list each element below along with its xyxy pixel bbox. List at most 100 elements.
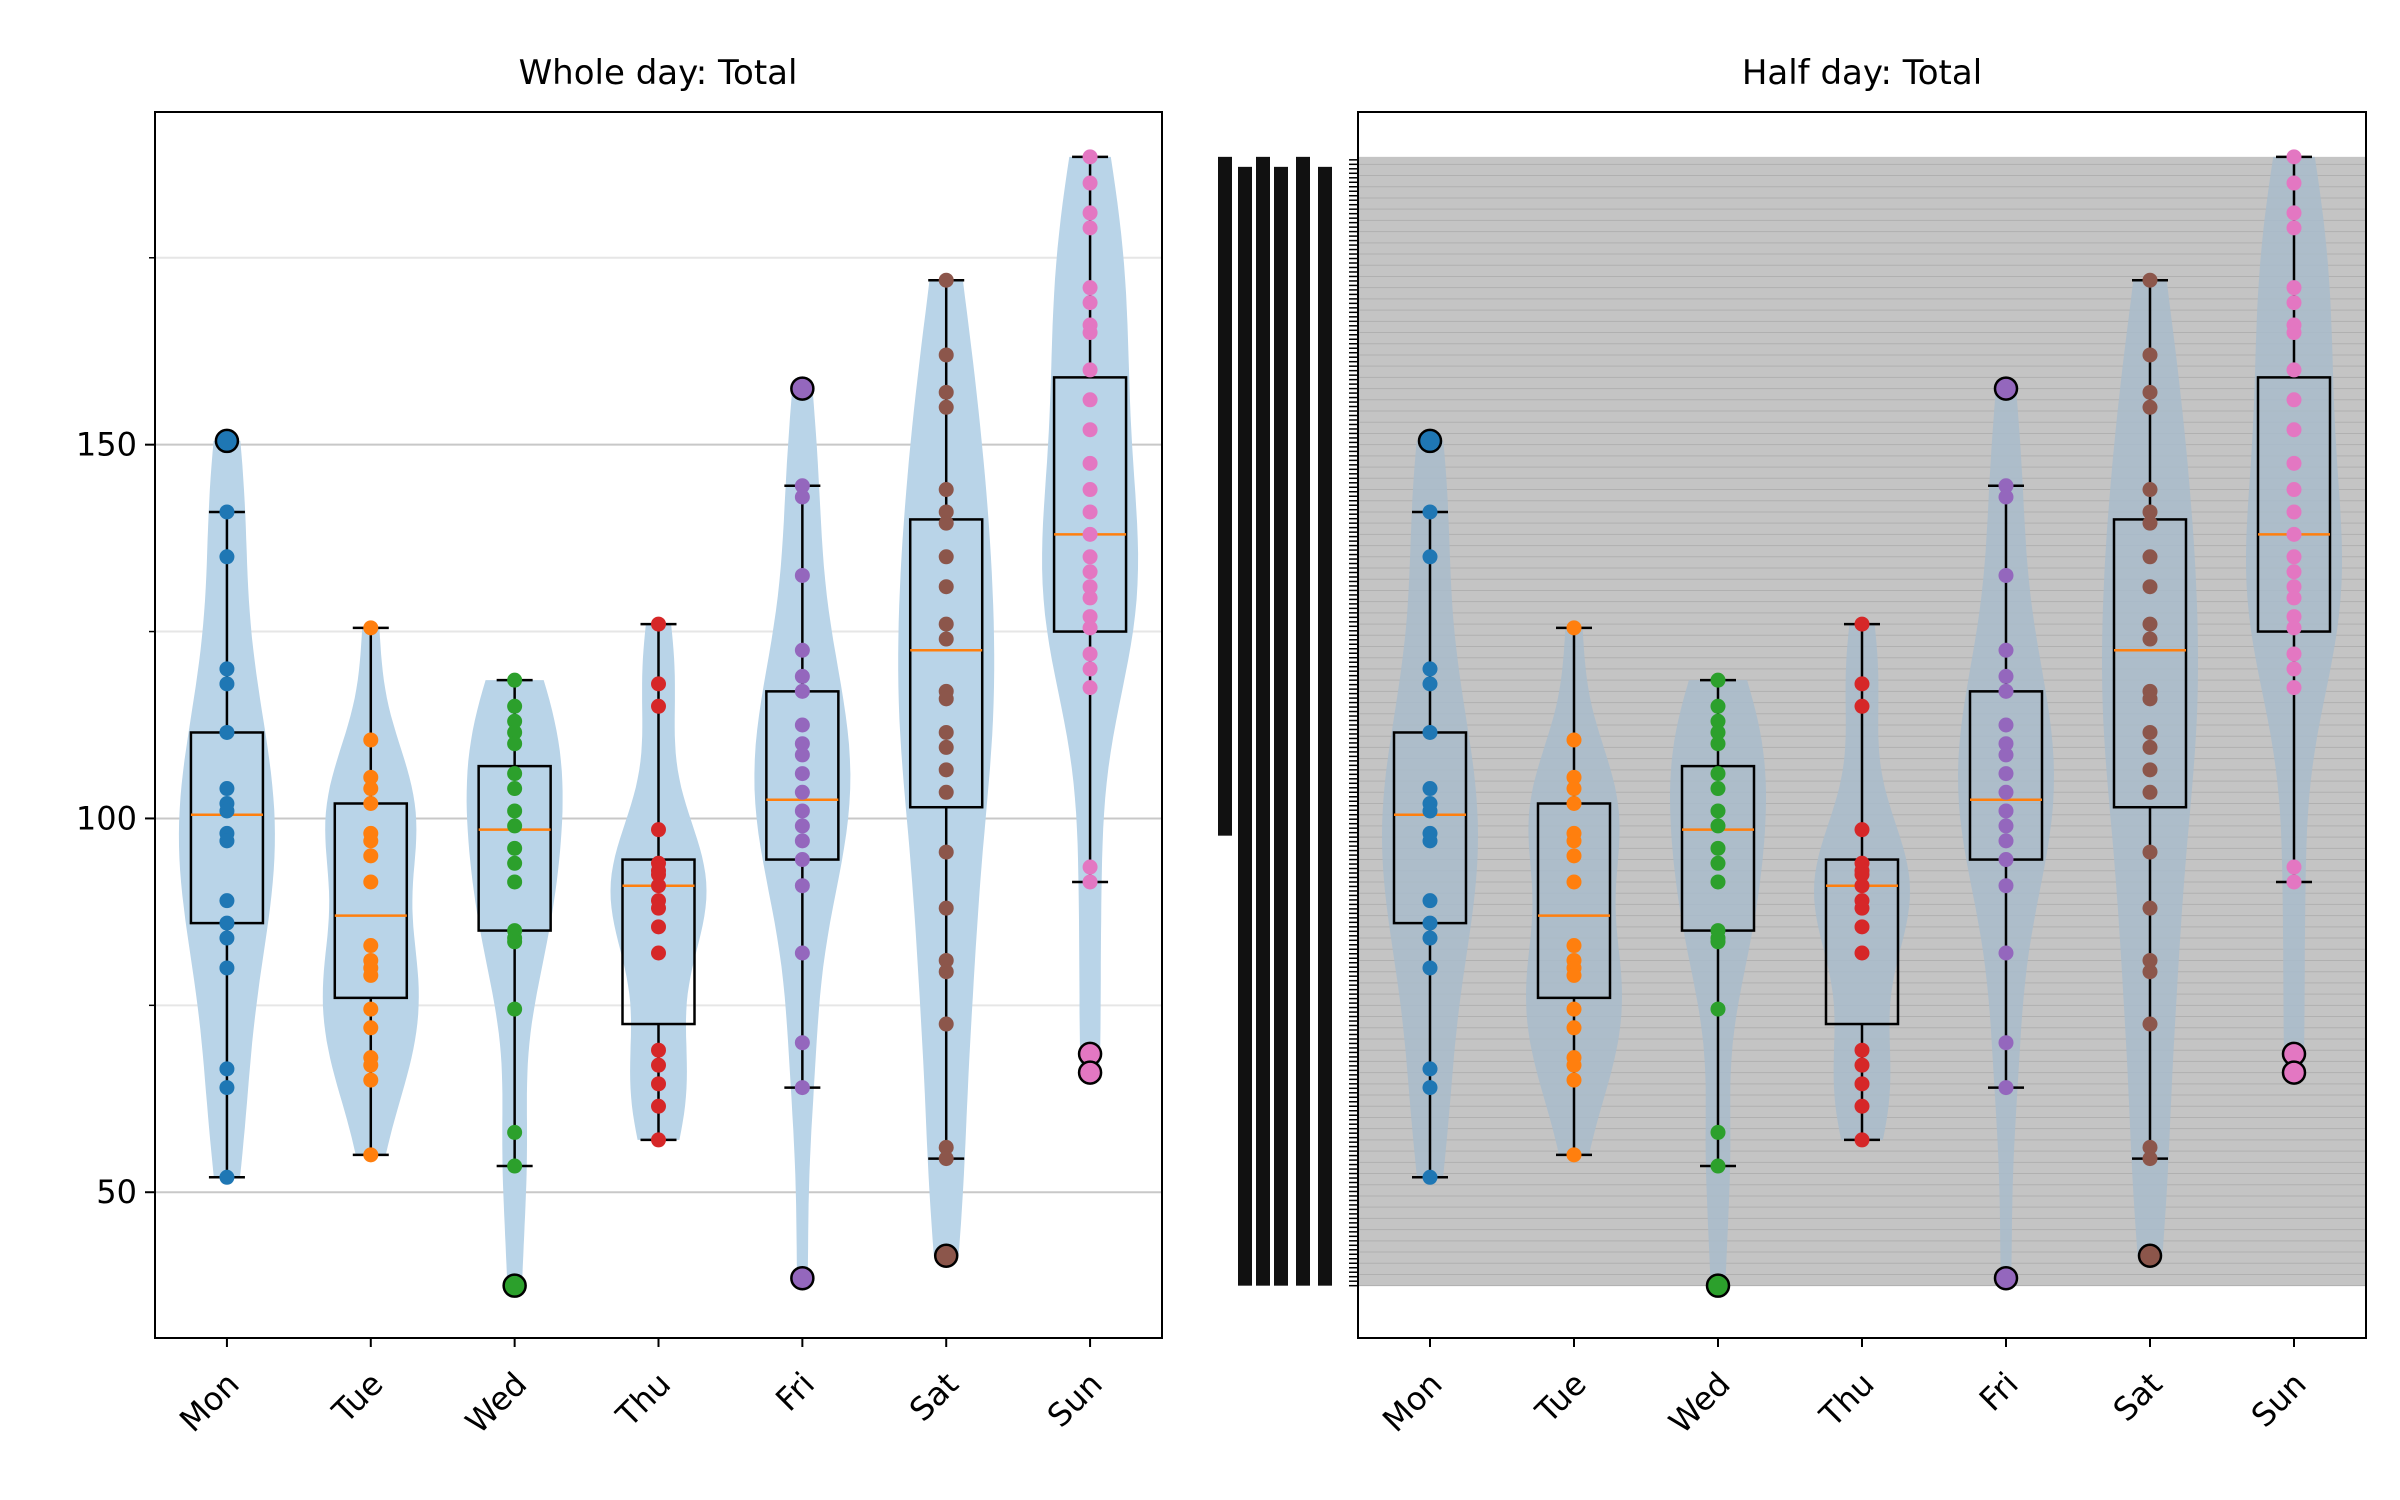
data-point xyxy=(651,919,666,935)
data-point xyxy=(363,1147,379,1163)
data-point xyxy=(794,747,810,763)
data-point xyxy=(507,698,523,714)
data-point xyxy=(1082,295,1098,311)
data-point xyxy=(1082,280,1098,296)
data-point xyxy=(794,833,810,849)
data-point xyxy=(2142,384,2158,400)
data-point xyxy=(2286,422,2302,438)
data-point xyxy=(1710,698,1726,714)
data-point xyxy=(938,347,954,363)
data-point xyxy=(507,855,523,871)
outlier-point xyxy=(790,376,815,401)
data-point xyxy=(363,1057,379,1073)
data-point xyxy=(2142,691,2158,707)
data-point xyxy=(2286,295,2302,311)
data-point xyxy=(794,736,810,752)
data-point xyxy=(1998,1035,2014,1051)
data-point xyxy=(1082,620,1098,636)
data-point xyxy=(219,549,235,565)
outlier-point xyxy=(2137,1243,2163,1269)
data-point xyxy=(1422,504,1438,520)
data-point xyxy=(2286,175,2302,191)
data-point xyxy=(1998,489,2014,505)
data-point xyxy=(363,874,379,890)
data-point xyxy=(938,272,954,288)
data-point xyxy=(507,874,523,890)
data-point xyxy=(2142,515,2158,531)
data-point xyxy=(794,489,810,505)
data-point xyxy=(1082,482,1098,498)
y-tick-label: 100 xyxy=(76,799,137,837)
data-point xyxy=(651,1076,666,1092)
data-point xyxy=(938,762,954,778)
data-point xyxy=(1082,205,1098,221)
data-point xyxy=(219,1080,235,1096)
data-point xyxy=(2142,631,2158,647)
data-point xyxy=(1566,732,1582,748)
y-tick-labels-overlap xyxy=(1256,156,1270,1286)
data-point xyxy=(1998,818,2014,834)
data-point xyxy=(1998,747,2014,763)
data-point xyxy=(1422,549,1438,565)
data-point xyxy=(1566,1057,1582,1073)
data-point xyxy=(794,852,810,868)
data-point xyxy=(507,724,523,740)
data-point xyxy=(1422,915,1438,931)
data-point xyxy=(2142,844,2158,860)
data-point xyxy=(651,1057,666,1073)
data-point xyxy=(938,784,954,800)
data-point xyxy=(2142,1016,2158,1032)
data-point xyxy=(1998,567,2014,583)
data-point xyxy=(1854,698,1870,714)
data-point xyxy=(1566,833,1582,849)
data-point xyxy=(1998,478,2014,494)
data-point xyxy=(2142,964,2158,980)
data-point xyxy=(2142,399,2158,415)
y-tick-labels-overlap xyxy=(1238,166,1252,1286)
data-point xyxy=(219,504,235,520)
data-point xyxy=(363,620,379,636)
data-point xyxy=(794,878,810,894)
data-point xyxy=(1422,803,1438,819)
data-point xyxy=(507,1158,523,1174)
data-point xyxy=(651,616,666,632)
data-point xyxy=(219,833,235,849)
data-point xyxy=(1998,833,2014,849)
outlier-point xyxy=(1993,376,2019,401)
data-point xyxy=(651,1132,666,1148)
data-point xyxy=(219,1169,235,1185)
data-point xyxy=(1422,893,1438,909)
data-point xyxy=(1998,784,2014,800)
data-point xyxy=(938,964,954,980)
data-point xyxy=(1082,175,1098,191)
data-point xyxy=(1566,874,1582,890)
data-point xyxy=(651,945,666,961)
data-point xyxy=(794,1035,810,1051)
data-point xyxy=(2286,280,2302,296)
data-point xyxy=(651,1098,666,1114)
data-point xyxy=(363,938,379,954)
plot-area: Mon Tue Wed Thu Fri Sat Sun xyxy=(1218,111,2367,1441)
data-point xyxy=(1566,1072,1582,1088)
data-point xyxy=(2142,347,2158,363)
data-point xyxy=(219,930,235,946)
data-point xyxy=(507,713,523,729)
chart-title: Whole day: Total xyxy=(519,53,798,93)
data-point xyxy=(1422,960,1438,976)
data-point xyxy=(1082,590,1098,606)
data-point xyxy=(1998,642,2014,658)
data-point xyxy=(1566,967,1582,983)
data-point xyxy=(219,915,235,931)
data-point xyxy=(507,1001,523,1017)
data-point xyxy=(1854,616,1870,632)
data-point xyxy=(2142,762,2158,778)
y-tick-labels-overlap xyxy=(1274,166,1288,1286)
data-point xyxy=(1082,859,1098,875)
data-point xyxy=(1566,769,1582,785)
data-point xyxy=(794,683,810,699)
data-point xyxy=(1710,724,1726,740)
data-point xyxy=(1082,549,1098,565)
data-point xyxy=(219,803,235,819)
data-point xyxy=(1082,646,1098,662)
data-point xyxy=(1422,676,1438,692)
